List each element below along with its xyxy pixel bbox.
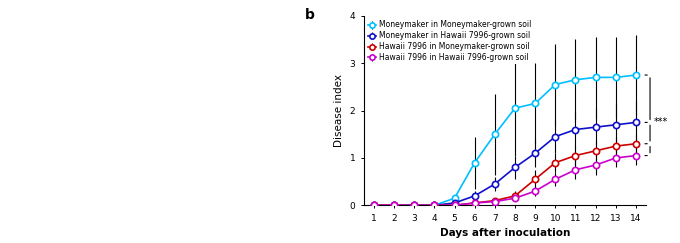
X-axis label: Days after inoculation: Days after inoculation	[440, 228, 570, 238]
Text: b: b	[305, 8, 314, 22]
Text: ***: ***	[654, 117, 668, 127]
Legend: Moneymaker in Moneymaker-grown soil, Moneymaker in Hawaii 7996-grown soil, Hawai: Moneymaker in Moneymaker-grown soil, Mon…	[366, 18, 534, 64]
Y-axis label: Disease index: Disease index	[334, 74, 344, 147]
